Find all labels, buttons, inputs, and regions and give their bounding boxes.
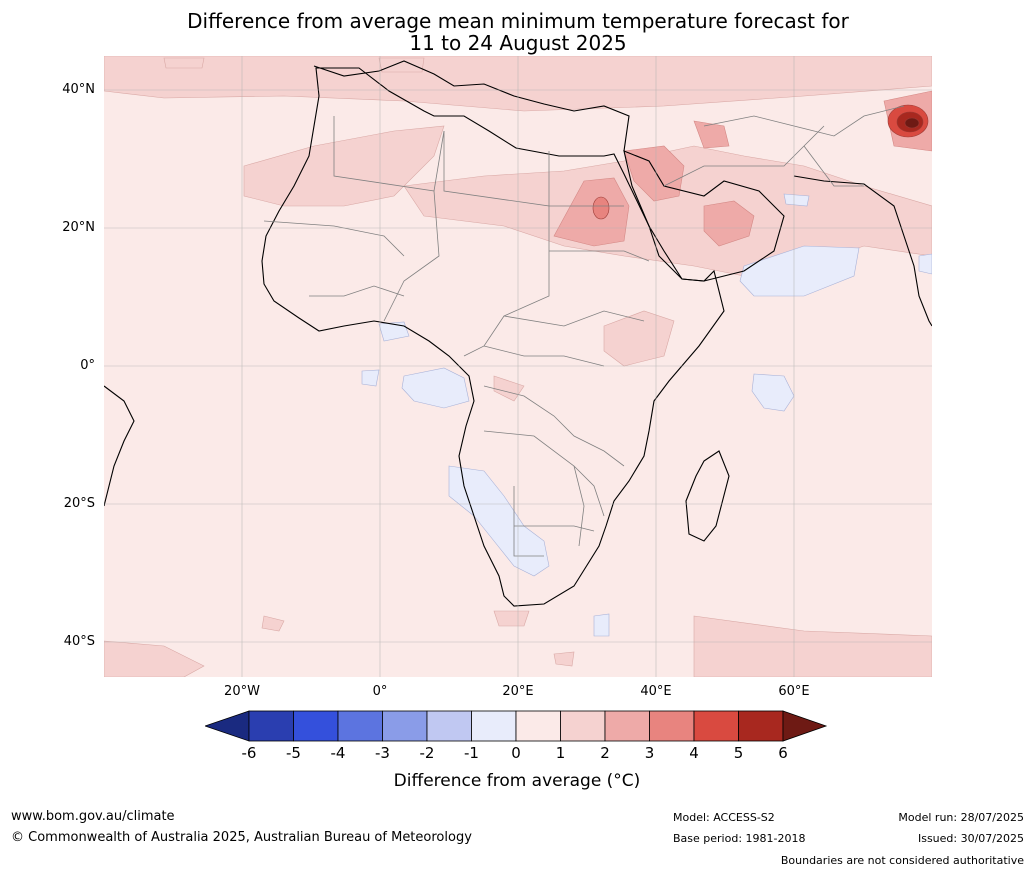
title-line-1: Difference from average mean minimum tem…: [187, 9, 849, 33]
colorbar-segment: [515, 710, 561, 742]
country-borders: [263, 105, 905, 557]
colorbar-label: Difference from average (°C): [393, 771, 641, 791]
colorbar-segment: [471, 710, 517, 742]
footer-issued: Issued: 30/07/2025: [917, 832, 1024, 845]
arabian-coastline: [623, 150, 785, 282]
footer-website: www.bom.gov.au/climate: [11, 809, 175, 824]
colorbar-segment: [560, 710, 606, 742]
colorbar-tick-label: 2: [600, 744, 610, 762]
hot-anomaly-zones: [592, 104, 929, 220]
lon-label-20w: 20°W: [224, 684, 260, 699]
colorbar-segment: [293, 710, 339, 742]
map-title: Difference from average mean minimum tem…: [104, 10, 932, 54]
colorbar-segment: [693, 710, 739, 742]
lat-label-equator: 0°: [80, 358, 95, 373]
colorbar-tick-label: 4: [689, 744, 699, 762]
footer-disclaimer: Boundaries are not considered authoritat…: [780, 854, 1024, 867]
colorbar-tick-label: 5: [733, 744, 744, 762]
title-line-2: 11 to 24 August 2025: [409, 31, 627, 55]
lon-label-40e: 40°E: [640, 684, 672, 699]
gridlines: [104, 56, 932, 677]
coastlines: [104, 60, 932, 607]
colorbar-tick-label: -4: [330, 744, 346, 762]
lat-label-20n: 20°N: [62, 220, 95, 235]
colorbar-tick-label: 6: [778, 744, 788, 762]
colorbar: [205, 710, 828, 742]
south-america-coastline: [104, 385, 135, 507]
lat-label-40n: 40°N: [62, 82, 95, 97]
colorbar-segment: [426, 710, 472, 742]
madagascar-coastline: [685, 450, 730, 542]
colorbar-segment: [649, 710, 695, 742]
colorbar-segment: [248, 710, 294, 742]
colorbar-tick-label: -6: [241, 744, 257, 762]
forecast-map: [104, 56, 932, 677]
colorbar-tick-label: -1: [464, 744, 479, 762]
colorbar-segment: [382, 710, 428, 742]
colorbar-segment: [738, 710, 784, 742]
footer-copyright: © Commonwealth of Australia 2025, Austra…: [11, 830, 472, 845]
colorbar-extension-low: [205, 710, 250, 742]
lat-label-20s: 20°S: [63, 496, 95, 511]
colorbar-segment: [337, 710, 383, 742]
footer-model: Model: ACCESS-S2: [673, 811, 775, 824]
footer-model-run: Model run: 28/07/2025: [898, 811, 1024, 824]
footer-base-period: Base period: 1981-2018: [673, 832, 806, 845]
europe-coastline: [313, 60, 630, 152]
colorbar-segment: [604, 710, 650, 742]
colorbar-tick-label: -2: [419, 744, 435, 762]
lon-label-20e: 20°E: [502, 684, 534, 699]
colorbar-tick-label: 3: [644, 744, 655, 762]
colorbar-tick-label: 0: [511, 744, 521, 762]
colorbar-tick-label: 1: [555, 744, 566, 762]
lon-label-0: 0°: [372, 684, 388, 699]
colorbar-tick-label: -3: [375, 744, 390, 762]
warmer-anomaly-zones: [553, 90, 932, 247]
cool-anomaly-zones: [361, 193, 932, 637]
africa-coastline: [261, 67, 725, 607]
colorbar-extension-high: [782, 710, 828, 742]
south-asia-coastline: [793, 175, 932, 327]
lat-label-40s: 40°S: [63, 634, 95, 649]
colorbar-tick-label: -5: [286, 744, 301, 762]
lon-label-60e: 60°E: [778, 684, 810, 699]
